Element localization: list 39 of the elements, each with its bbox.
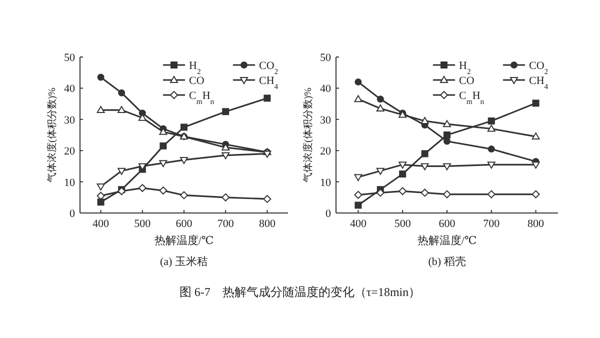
x-tick-label: 500 xyxy=(394,218,412,230)
x-tick-label: 500 xyxy=(134,218,152,230)
x-tick-label: 800 xyxy=(528,218,545,230)
legend-label: CH$_{4}$ xyxy=(529,75,548,90)
legend-label: H$_{2}$ xyxy=(189,60,201,76)
legend-label: CO$_{2}$ xyxy=(259,60,278,76)
y-axis-title: 气体浓度(体积分数)% xyxy=(302,88,314,182)
y-tick-label: 50 xyxy=(320,52,332,64)
text: (a) 玉米秸 xyxy=(160,255,208,268)
y-tick-label: 30 xyxy=(320,114,332,126)
x-tick-label: 600 xyxy=(438,218,456,230)
legend-label: CH$_{4}$ xyxy=(259,75,278,90)
x-axis-title: 热解温度/℃ xyxy=(417,234,477,247)
legend-label: H$_{2}$ xyxy=(459,60,471,76)
y-tick-label: 40 xyxy=(64,83,76,96)
y-tick-label: 20 xyxy=(320,146,332,158)
y-tick-label: 40 xyxy=(320,83,332,96)
legend-label: C$_{m}$H$_{n}$ xyxy=(459,90,484,106)
x-tick-label: 400 xyxy=(350,218,367,230)
x-tick-label: 600 xyxy=(176,218,193,230)
y-axis-title: 气体浓度(体积分数)% xyxy=(46,88,58,182)
y-tick-label: 30 xyxy=(64,114,76,126)
y-tick-label: 10 xyxy=(64,176,76,189)
x-tick-label: 800 xyxy=(258,218,276,230)
legend-label: CO xyxy=(189,75,204,87)
legend-label: CO xyxy=(459,75,474,87)
y-tick-label: 0 xyxy=(326,208,332,220)
legend-label: CO$_{2}$ xyxy=(529,60,548,76)
y-tick-label: 10 xyxy=(320,176,332,189)
x-tick-label: 700 xyxy=(483,218,500,230)
x-tick-label: 400 xyxy=(92,218,110,230)
y-tick-label: 50 xyxy=(64,52,76,64)
y-tick-label: 20 xyxy=(64,146,76,158)
y-tick-label: 0 xyxy=(70,208,76,220)
text: (b) 稻壳 xyxy=(428,255,466,268)
x-axis-title: 热解温度/℃ xyxy=(154,234,214,247)
caption: 图 6-7 热解气成分随温度的变化（τ=18min） xyxy=(179,285,421,299)
legend-label: C$_{m}$H$_{n}$ xyxy=(189,90,214,106)
x-tick-label: 700 xyxy=(217,218,234,230)
